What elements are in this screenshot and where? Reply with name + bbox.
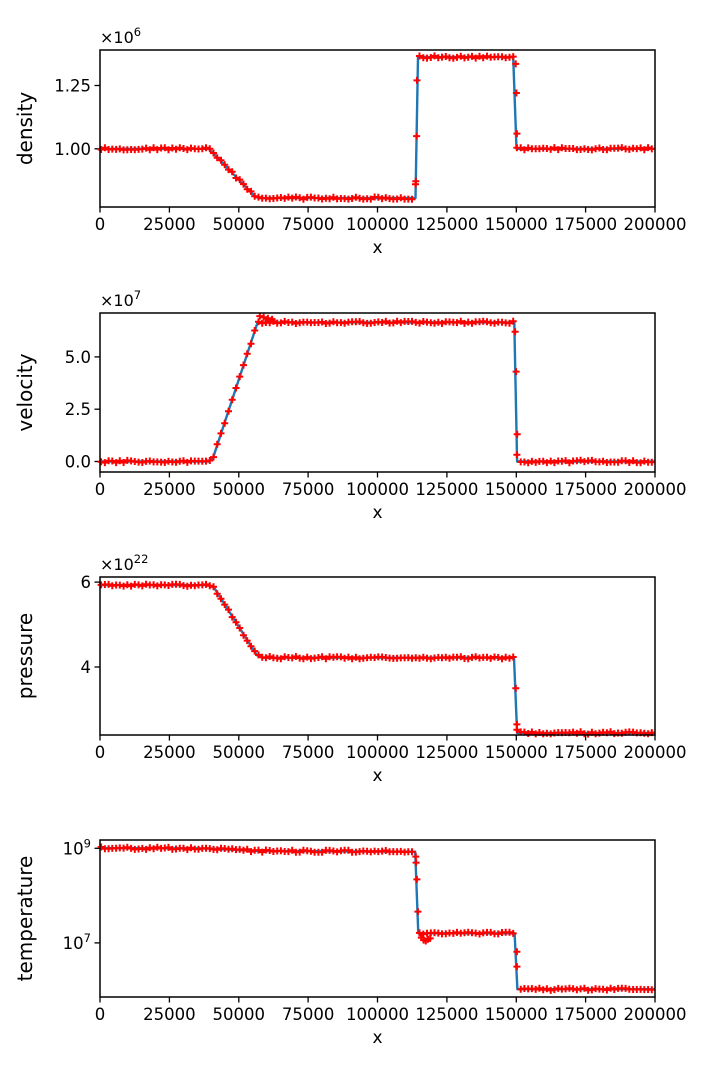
plot-area-frame bbox=[99, 576, 656, 736]
y-ticks: 107 109 bbox=[63, 836, 100, 953]
y-ticks: 0.0 2.5 5.0 bbox=[65, 348, 100, 472]
x-tick-label: 50000 bbox=[213, 215, 266, 234]
x-tick-label: 25000 bbox=[143, 215, 196, 234]
x-tick-label: 175000 bbox=[554, 480, 617, 499]
x-ticks: 0 25000 50000 75000 100000 125000 150000 175000… bbox=[95, 997, 687, 1024]
chart-temperature: 0 25000 50000 75000 100000 125000 150000 175000… bbox=[13, 836, 687, 1048]
x-tick-label: 75000 bbox=[282, 215, 335, 234]
axis-offset-text: ×107 bbox=[100, 288, 141, 310]
x-tick-label: 150000 bbox=[485, 1005, 548, 1024]
y-ticks: 1.00 1.25 bbox=[54, 77, 100, 159]
x-tick-label: 100000 bbox=[346, 215, 409, 234]
x-tick-label: 75000 bbox=[282, 1005, 335, 1024]
axis-offset-text: ×1022 bbox=[100, 552, 148, 574]
x-tick-label: 25000 bbox=[143, 480, 196, 499]
x-tick-label: 25000 bbox=[143, 1005, 196, 1024]
x-tick-label: 75000 bbox=[282, 743, 335, 762]
y-axis-label: temperature bbox=[13, 856, 37, 982]
temperature-marker-series bbox=[97, 843, 656, 994]
chart-density: 0 25000 50000 75000 100000 125000 150000 175000… bbox=[13, 25, 687, 258]
plot-area-frame bbox=[99, 839, 656, 998]
x-tick-label: 50000 bbox=[213, 1005, 266, 1024]
x-tick-label: 150000 bbox=[485, 215, 548, 234]
density-line-series bbox=[100, 55, 655, 200]
x-tick-label: 0 bbox=[95, 743, 106, 762]
temperature-line-series bbox=[99, 846, 655, 991]
x-tick-label: 0 bbox=[95, 215, 106, 234]
y-tick-label: 6 bbox=[81, 573, 92, 592]
x-tick-label: 125000 bbox=[415, 743, 478, 762]
x-ticks: 0 25000 50000 75000 100000 125000 150000 175000… bbox=[95, 735, 687, 762]
y-tick-label: 4 bbox=[81, 658, 92, 677]
y-ticks: 46 bbox=[81, 573, 100, 677]
x-tick-label: 175000 bbox=[554, 743, 617, 762]
pressure-marker-series bbox=[97, 580, 656, 738]
plot-area-frame bbox=[99, 312, 656, 473]
x-tick-label: 150000 bbox=[485, 743, 548, 762]
x-axis-label: x bbox=[372, 766, 382, 786]
x-tick-label: 0 bbox=[95, 1005, 106, 1024]
y-tick-label: 1.25 bbox=[54, 77, 91, 96]
x-tick-label: 50000 bbox=[213, 480, 266, 499]
x-ticks: 0 25000 50000 75000 100000 125000 150000 175000… bbox=[95, 472, 687, 499]
x-axis-label: x bbox=[372, 503, 382, 523]
x-axis-label: x bbox=[372, 1028, 382, 1048]
x-tick-label: 150000 bbox=[485, 480, 548, 499]
x-ticks: 0 25000 50000 75000 100000 125000 150000 175000… bbox=[95, 207, 687, 234]
x-tick-label: 0 bbox=[95, 480, 106, 499]
x-tick-label: 200000 bbox=[624, 743, 687, 762]
x-tick-label: 100000 bbox=[346, 480, 409, 499]
x-tick-label: 100000 bbox=[346, 743, 409, 762]
velocity-line-series bbox=[100, 321, 655, 463]
x-tick-label: 200000 bbox=[624, 1005, 687, 1024]
y-tick-label: 1.00 bbox=[54, 140, 91, 159]
chart-pressure: 0 25000 50000 75000 100000 125000 150000 175000… bbox=[13, 552, 687, 786]
x-tick-label: 125000 bbox=[415, 480, 478, 499]
x-tick-label: 50000 bbox=[213, 743, 266, 762]
density-marker-series bbox=[97, 52, 656, 203]
velocity-marker-series bbox=[97, 312, 656, 467]
y-tick-label: 109 bbox=[63, 836, 91, 858]
x-tick-label: 200000 bbox=[624, 480, 687, 499]
x-tick-label: 125000 bbox=[415, 215, 478, 234]
y-axis-label: density bbox=[13, 92, 37, 165]
x-tick-label: 200000 bbox=[624, 215, 687, 234]
x-axis-label: x bbox=[372, 238, 382, 258]
x-tick-label: 175000 bbox=[554, 215, 617, 234]
x-tick-label: 75000 bbox=[282, 480, 335, 499]
x-tick-label: 25000 bbox=[143, 743, 196, 762]
x-tick-label: 100000 bbox=[346, 1005, 409, 1024]
x-tick-label: 125000 bbox=[415, 1005, 478, 1024]
y-axis-label: pressure bbox=[13, 613, 37, 699]
y-tick-label: 107 bbox=[63, 931, 91, 953]
chart-velocity: 0 25000 50000 75000 100000 125000 150000 175000… bbox=[13, 288, 687, 523]
x-tick-label: 175000 bbox=[554, 1005, 617, 1024]
y-tick-label: 2.5 bbox=[65, 400, 91, 419]
axis-offset-text: ×106 bbox=[100, 25, 141, 47]
y-tick-label: 0.0 bbox=[65, 453, 91, 472]
y-axis-label: velocity bbox=[13, 353, 37, 431]
plot-area-frame bbox=[99, 49, 656, 208]
y-tick-label: 5.0 bbox=[65, 348, 91, 367]
